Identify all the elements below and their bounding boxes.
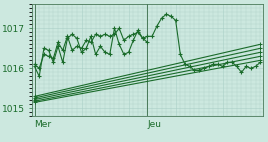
Text: Jeu: Jeu <box>147 120 161 129</box>
Text: Pression niveau de la mer( hPa ): Pression niveau de la mer( hPa ) <box>63 141 232 142</box>
Text: Mer: Mer <box>35 120 52 129</box>
